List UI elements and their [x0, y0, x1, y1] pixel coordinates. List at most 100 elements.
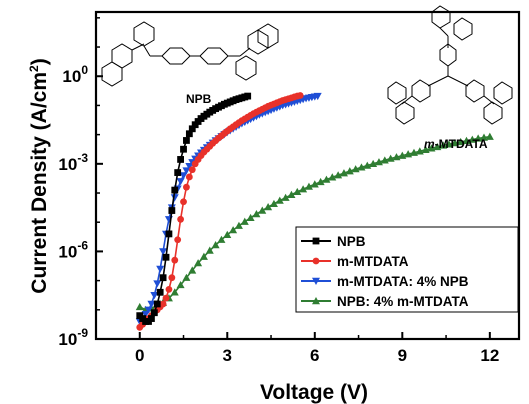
data-point [269, 199, 278, 208]
data-point [148, 315, 155, 322]
data-point [328, 173, 337, 181]
data-point [281, 193, 290, 201]
data-point [188, 125, 196, 133]
y-axis-title: Current Density (A/cm2) [27, 58, 51, 293]
data-point [392, 153, 401, 161]
data-point [439, 141, 448, 149]
data-point [258, 206, 267, 214]
data-point [427, 144, 436, 152]
data-point [485, 132, 494, 140]
data-point [415, 147, 424, 155]
data-point [168, 274, 176, 282]
data-point [171, 186, 179, 194]
data-point [456, 137, 465, 146]
data-point [474, 134, 483, 142]
data-point [183, 183, 190, 191]
y-tick-label: 10-3 [58, 151, 88, 174]
data-point [165, 285, 173, 293]
data-point [252, 210, 261, 218]
data-point [421, 145, 430, 154]
data-point [170, 288, 179, 296]
data-point [409, 148, 418, 156]
data-point [141, 310, 150, 319]
legend: NPB m-MTDATA m-MTDATA: 4% NPB NPB: 4% m-MTD… [301, 234, 469, 309]
data-point [171, 256, 179, 264]
data-point [246, 213, 255, 222]
data-point [404, 150, 413, 158]
data-point [179, 172, 188, 180]
data-point [165, 230, 173, 238]
legend-swatch-marker [312, 237, 320, 245]
legend-label: m-MTDATA: 4% NPB [337, 274, 469, 289]
data-point [159, 248, 168, 256]
data-point [194, 259, 203, 267]
data-point [183, 137, 190, 144]
legend-box [295, 226, 519, 313]
y-tick-labels: 100 10-3 10-6 10-9 [58, 63, 88, 349]
data-point [468, 135, 477, 143]
data-point [462, 136, 471, 144]
x-tick-label: 12 [480, 346, 499, 365]
data-point [229, 226, 238, 234]
legend-label: NPB: 4% m-MTDATA [337, 294, 469, 309]
data-point [176, 178, 185, 186]
series-layer [135, 92, 494, 331]
data-point [211, 240, 220, 249]
data-point [176, 280, 185, 289]
data-point [182, 273, 191, 281]
data-point [177, 156, 184, 163]
data-point [156, 288, 164, 296]
data-point [135, 302, 144, 311]
data-point [159, 274, 167, 282]
data-point [188, 166, 196, 174]
data-point [153, 300, 161, 308]
npb-structure-label: NPB [186, 92, 212, 106]
series-1 [136, 92, 304, 331]
data-point [479, 133, 488, 141]
data-point [345, 167, 354, 175]
data-point [304, 182, 313, 190]
data-point [168, 207, 176, 214]
data-point [199, 252, 208, 260]
data-point [180, 145, 187, 153]
data-point [398, 151, 407, 159]
data-point [275, 196, 284, 204]
data-point [310, 180, 319, 188]
data-point [174, 169, 182, 176]
data-point [322, 175, 331, 183]
data-point [223, 230, 232, 238]
legend-label: NPB [337, 234, 366, 249]
x-tick-label: 0 [135, 346, 144, 365]
data-point [234, 221, 243, 229]
legend-swatch-marker [312, 277, 320, 285]
data-point [153, 280, 162, 288]
data-point [177, 215, 185, 223]
x-tick-labels: 0 3 6 9 12 [135, 346, 499, 365]
data-point [150, 309, 158, 317]
y-tick-label: 10-9 [58, 326, 88, 349]
data-point [334, 171, 343, 179]
data-point [450, 139, 459, 147]
data-point [150, 292, 159, 300]
data-point [299, 185, 308, 193]
data-point [244, 92, 252, 100]
data-point [185, 130, 193, 138]
data-point [159, 300, 167, 308]
series-3 [135, 132, 494, 314]
legend-swatch-marker [312, 297, 320, 305]
data-point [217, 235, 226, 243]
data-point [162, 294, 170, 302]
data-point [240, 217, 249, 225]
data-point [386, 154, 395, 162]
data-point [182, 167, 191, 175]
data-point [205, 246, 214, 254]
data-point [180, 198, 187, 206]
data-point [144, 306, 153, 314]
legend-label: m-MTDATA [337, 254, 409, 269]
x-axis-title: Voltage (V) [260, 381, 368, 404]
data-point [147, 300, 156, 308]
data-point [316, 177, 325, 186]
data-point [185, 162, 194, 171]
data-point [296, 92, 304, 99]
data-point [185, 173, 193, 181]
